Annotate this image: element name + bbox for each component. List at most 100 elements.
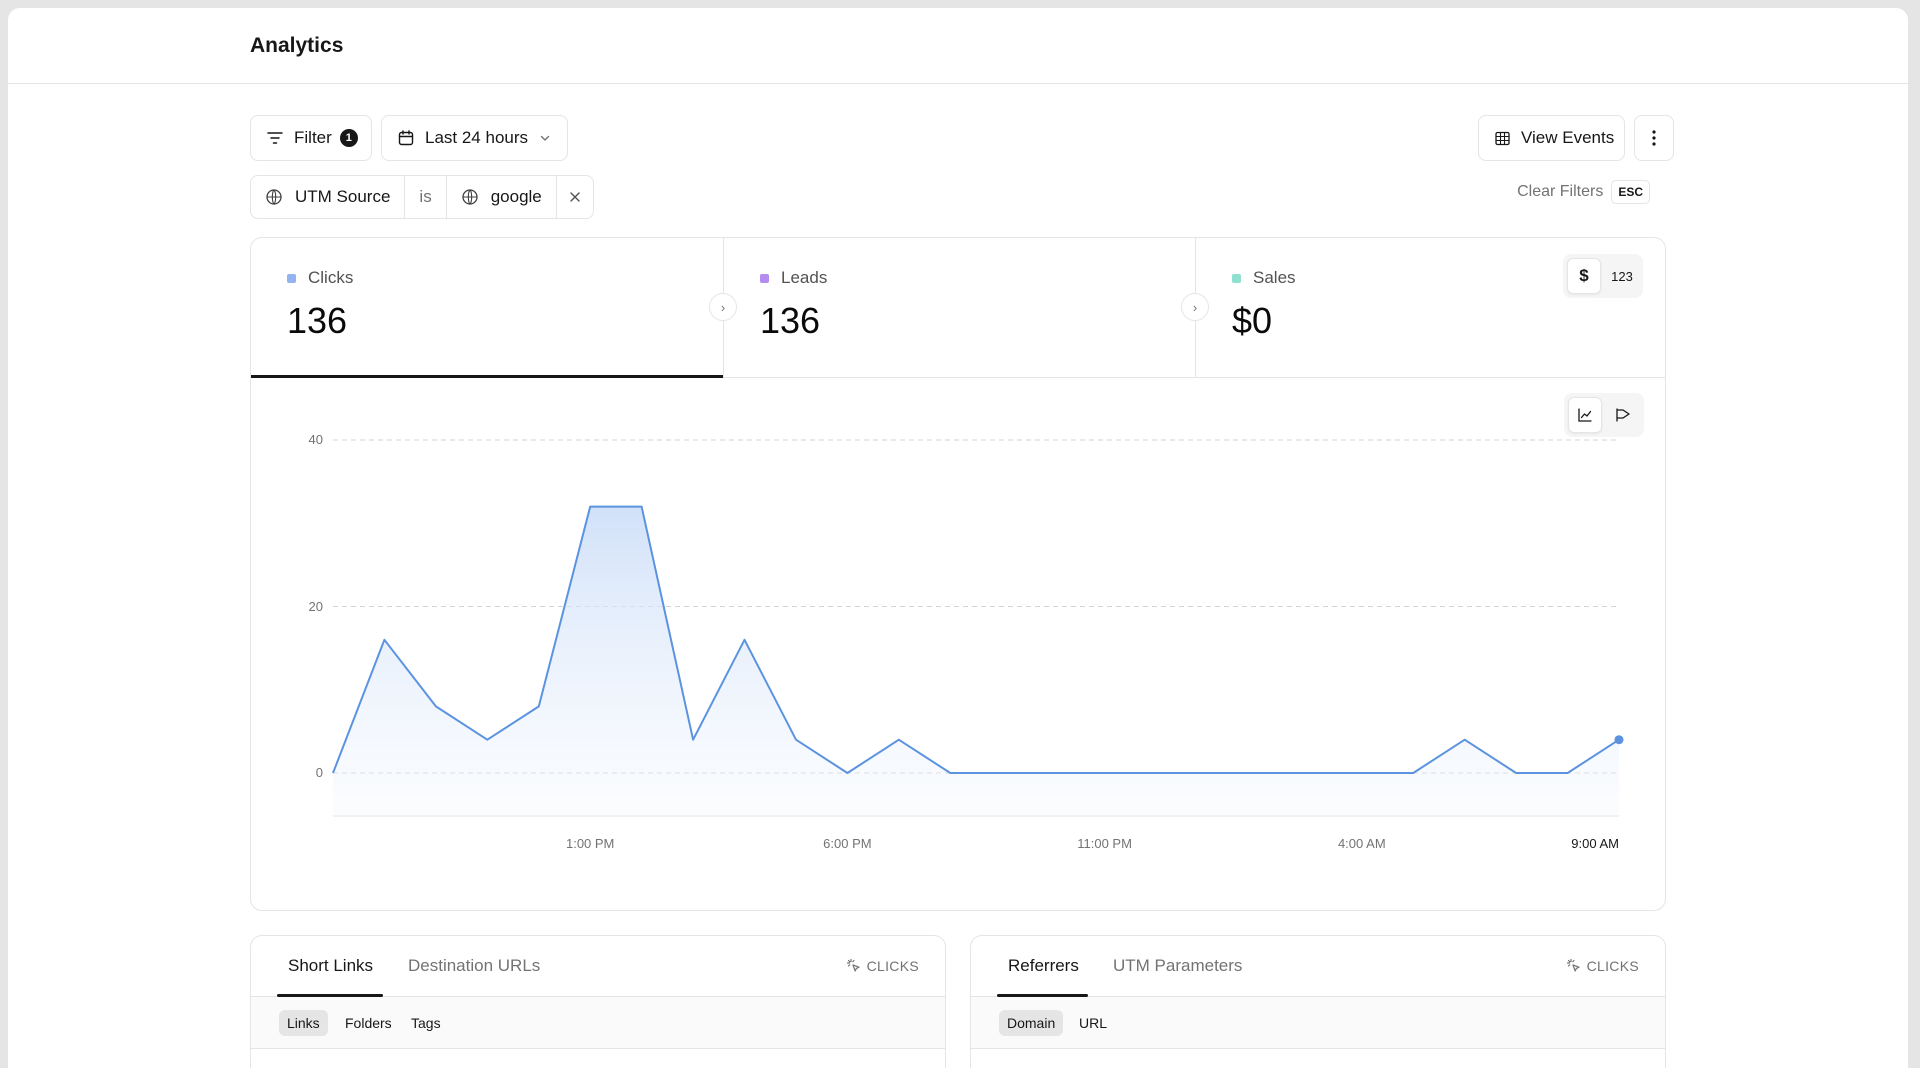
date-range-label: Last 24 hours — [425, 128, 529, 147]
active-tab-indicator — [997, 994, 1088, 997]
data-point — [639, 504, 645, 510]
data-point — [1614, 735, 1624, 745]
data-point — [947, 770, 953, 776]
funnel-icon — [1616, 408, 1630, 422]
view-events-button[interactable]: View Events — [1478, 115, 1625, 161]
links-panel: Short Links Destination URLs CLICKS Link… — [250, 935, 946, 1068]
app-window: Analytics Filter 1 Last 24 hours View Ev… — [8, 8, 1908, 1068]
data-point — [896, 737, 902, 743]
cursor-click-icon — [846, 958, 860, 972]
metric-sales-value: $0 — [1232, 300, 1273, 341]
data-point — [484, 737, 490, 743]
subtab-tags[interactable]: Tags — [411, 1015, 441, 1031]
x-tick-label: 1:00 PM — [565, 836, 615, 851]
filter-icon — [267, 132, 283, 144]
data-point — [1410, 770, 1416, 776]
close-icon — [570, 192, 580, 202]
metric-sales[interactable]: Sales $0 — [1196, 238, 1665, 377]
esc-shortcut-badge: ESC — [1611, 180, 1650, 204]
data-point — [690, 737, 696, 743]
metric-clicks-label: Clicks — [308, 268, 354, 287]
filter-button[interactable]: Filter 1 — [250, 115, 372, 161]
metric-leads[interactable]: Leads 136 — [724, 238, 1196, 377]
clicks-color-dot — [287, 273, 296, 283]
y-tick-label: 0 — [315, 765, 323, 780]
x-tick-label: 6:00 PM — [823, 836, 872, 851]
data-point — [330, 770, 336, 776]
globe-icon — [462, 189, 478, 205]
links-panel-tabs: Short Links Destination URLs CLICKS — [251, 936, 945, 997]
clicks-metric-text: CLICKS — [1586, 958, 1639, 974]
line-chart-toggle[interactable] — [1568, 397, 1602, 433]
clicks-metric-text: CLICKS — [866, 958, 919, 974]
referrers-sub-tabs: Domain URL — [971, 997, 1665, 1049]
series-area — [333, 506, 1619, 816]
metric-leads-label-row: Leads — [760, 268, 827, 288]
tab-short-links[interactable]: Short Links — [288, 956, 374, 975]
clear-filters-label: Clear Filters — [1517, 183, 1604, 200]
filter-label: Filter — [294, 128, 332, 147]
clicks-metric-label: CLICKS — [846, 958, 919, 974]
data-point — [1462, 737, 1468, 743]
subtab-folders[interactable]: Folders — [345, 1015, 392, 1031]
metric-leads-label: Leads — [781, 268, 828, 287]
data-point — [536, 703, 542, 709]
x-tick-label: 4:00 AM — [1337, 836, 1386, 851]
data-point — [433, 703, 439, 709]
view-events-label: View Events — [1521, 128, 1615, 147]
data-point — [1153, 770, 1159, 776]
data-point — [742, 637, 748, 643]
data-point — [381, 637, 387, 643]
metric-leads-value: 136 — [760, 300, 821, 341]
calendar-icon — [398, 130, 414, 146]
series-line — [332, 505, 1620, 774]
data-point — [1050, 770, 1056, 776]
currency-toggle[interactable]: $ — [1567, 258, 1601, 294]
more-options-button[interactable] — [1634, 115, 1674, 161]
clicks-metric-label: CLICKS — [1566, 958, 1639, 974]
metric-sales-label: Sales — [1253, 268, 1296, 287]
funnel-chart-toggle[interactable] — [1606, 397, 1640, 433]
table-icon — [1495, 131, 1510, 145]
subtab-links[interactable]: Links — [279, 1010, 328, 1036]
data-point — [1359, 770, 1365, 776]
links-sub-tabs: Links Folders Tags — [251, 997, 945, 1049]
tab-referrers[interactable]: Referrers — [1008, 956, 1079, 975]
data-point — [1307, 770, 1313, 776]
date-range-picker[interactable]: Last 24 hours — [381, 115, 568, 161]
chevron-right-icon: › — [709, 293, 737, 321]
tab-destination-urls[interactable]: Destination URLs — [408, 956, 541, 975]
metrics-row: Clicks 136 Leads 136 Sales — [251, 238, 1665, 378]
chart-area: 0 20 40 1:00 PM 6:00 PM 11:00 PM 4:00 AM 9:00 … — [251, 379, 1665, 910]
filter-count-badge: 1 — [339, 129, 358, 147]
metric-clicks[interactable]: Clicks 136 — [251, 238, 723, 378]
globe-icon — [266, 189, 282, 205]
analytics-card: Clicks 136 Leads 136 Sales — [250, 237, 1666, 911]
clear-filters-button[interactable]: Clear Filters ESC — [1517, 180, 1650, 204]
metric-clicks-label-row: Clicks — [287, 268, 353, 288]
data-point — [1204, 770, 1210, 776]
metric-clicks-value: 136 — [287, 300, 348, 341]
filter-operator[interactable]: is — [405, 176, 447, 218]
referrers-panel: Referrers UTM Parameters CLICKS Domain U… — [970, 935, 1666, 1068]
metric-sales-label-row: Sales — [1232, 268, 1296, 288]
sales-color-dot — [1232, 273, 1241, 283]
subtab-domain[interactable]: Domain — [999, 1010, 1064, 1036]
clicks-line-chart — [330, 439, 1624, 817]
chevron-down-icon — [540, 135, 550, 141]
count-toggle[interactable]: 123 — [1611, 268, 1633, 284]
active-filter-chip: UTM Source is google — [250, 175, 594, 219]
cursor-click-icon — [1566, 958, 1580, 972]
referrers-panel-tabs: Referrers UTM Parameters CLICKS — [971, 936, 1665, 997]
tab-utm-parameters[interactable]: UTM Parameters — [1113, 956, 1243, 975]
filter-value[interactable]: google — [447, 176, 557, 218]
filter-field[interactable]: UTM Source — [251, 176, 406, 218]
remove-filter-button[interactable] — [557, 176, 593, 218]
subtab-url[interactable]: URL — [1079, 1015, 1108, 1031]
data-point — [793, 737, 799, 743]
data-point — [587, 504, 593, 510]
more-vertical-icon — [1652, 130, 1656, 146]
y-tick-label: 40 — [308, 432, 323, 447]
page-header: Analytics — [8, 8, 1908, 84]
leads-color-dot — [760, 273, 769, 283]
